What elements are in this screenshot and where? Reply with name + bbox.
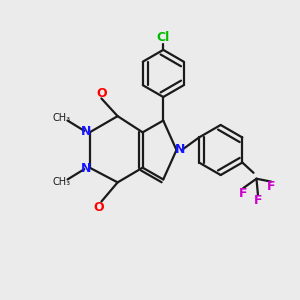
Text: F: F — [267, 181, 275, 194]
Text: O: O — [97, 87, 107, 100]
Text: Cl: Cl — [157, 31, 170, 44]
Text: O: O — [93, 201, 104, 214]
Text: F: F — [239, 187, 248, 200]
Text: N: N — [81, 125, 91, 138]
Text: CH₃: CH₃ — [52, 112, 71, 123]
Text: N: N — [175, 143, 185, 157]
Text: F: F — [254, 194, 262, 207]
Text: N: N — [81, 162, 91, 175]
Text: CH₃: CH₃ — [52, 177, 71, 188]
